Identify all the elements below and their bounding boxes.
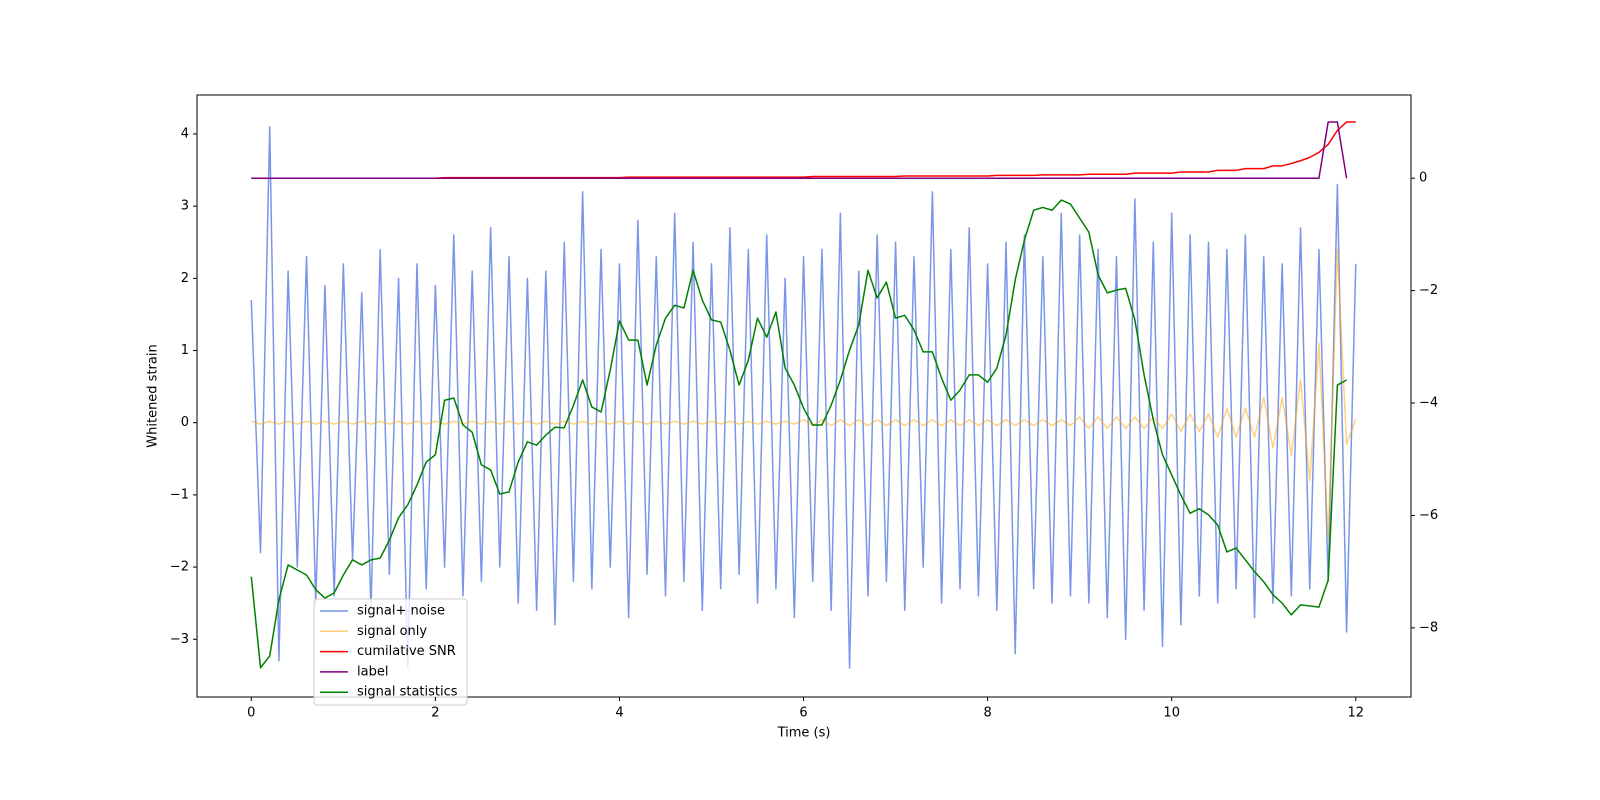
y2-tick-label: −8 — [1419, 620, 1438, 635]
x-tick-label: 8 — [983, 706, 991, 721]
y-tick-label: −1 — [170, 487, 189, 502]
series-line — [251, 121, 1348, 179]
x-axis-label: Time (s) — [777, 726, 831, 741]
x-tick-label: 6 — [799, 706, 807, 721]
x-tick-label: 2 — [431, 706, 439, 721]
legend: signal+ noise signal only cumilative SNR la… — [313, 598, 468, 706]
y-tick-label: −3 — [170, 632, 189, 647]
legend-label: cumilative SNR — [357, 644, 456, 659]
legend-box — [313, 598, 468, 706]
x-tick-label: 10 — [1163, 706, 1180, 721]
x-tick-label: 4 — [615, 706, 623, 721]
y2-tick-label: −4 — [1419, 396, 1438, 411]
y-tick-label: 2 — [181, 271, 189, 286]
legend-label: signal+ noise — [357, 604, 445, 619]
plot-area — [250, 121, 1357, 669]
series-line — [250, 126, 1357, 669]
series-line — [251, 248, 1357, 539]
y-axis-label: Whitened strain — [146, 344, 161, 447]
legend-label: signal statistics — [357, 685, 458, 700]
y2-tick-label: 0 — [1419, 171, 1427, 186]
y-tick-label: −2 — [170, 560, 189, 575]
x-tick-label: 0 — [247, 706, 255, 721]
x-tick-label: 12 — [1348, 706, 1365, 721]
y-tick-label: 4 — [181, 126, 189, 141]
legend-label: signal only — [357, 624, 427, 639]
y-tick-label: 3 — [181, 199, 189, 214]
series-line — [250, 199, 1347, 669]
y2-tick-label: −6 — [1419, 508, 1438, 523]
legend-label: label — [357, 664, 388, 679]
y2-tick-label: −2 — [1419, 283, 1438, 298]
y-tick-label: 1 — [181, 343, 189, 358]
y-tick-label: 0 — [181, 415, 189, 430]
